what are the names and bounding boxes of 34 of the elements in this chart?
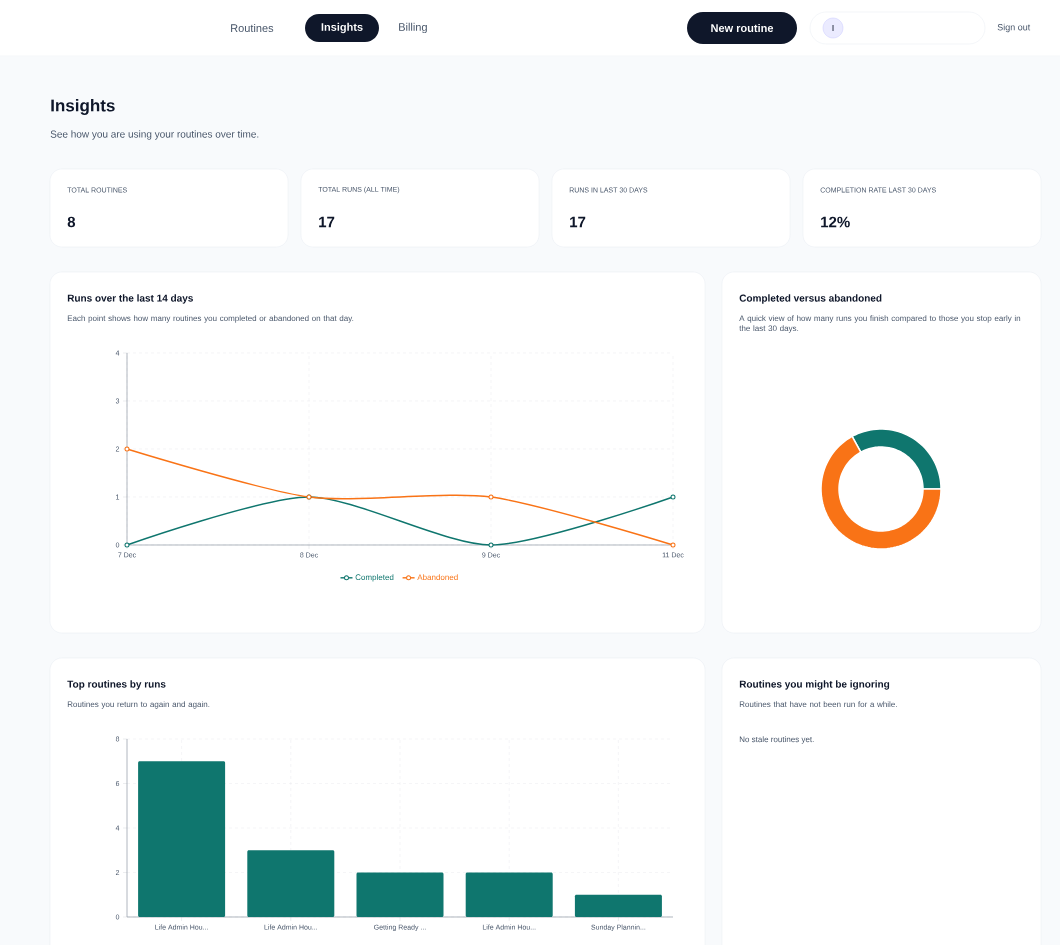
text: 12%: [821, 216, 850, 228]
text: No stale routines yet.: [739, 736, 814, 744]
chart-title: Top routines by runs: [67, 680, 166, 690]
text: I: [832, 24, 834, 32]
text: Billing: [399, 22, 427, 34]
text: See how you are using your routines over time.: [50, 130, 259, 140]
text: Insights: [321, 22, 363, 34]
point: [124, 446, 130, 452]
point: [488, 494, 494, 500]
legend-label: Abandoned: [417, 574, 458, 581]
point: [124, 542, 130, 548]
text: Routines you might be ignoring: [739, 680, 890, 690]
bar: [465, 872, 553, 917]
chart-subtitle: Each point shows how many routines you completed or abandoned on that day.: [67, 315, 354, 323]
point: [488, 542, 494, 548]
point: [670, 494, 676, 500]
text: Insights: [51, 99, 115, 115]
text: Routines that have not been run for a while.: [739, 701, 897, 708]
text: Sign out: [997, 23, 1031, 33]
chart-title: Completed versus abandoned: [739, 294, 882, 304]
text: Routines: [231, 23, 274, 33]
bar: [138, 761, 226, 917]
text: 8: [67, 216, 76, 228]
bar: [356, 872, 444, 917]
chart-title: Runs over the last 14 days: [67, 294, 193, 304]
legend-label: Completed: [355, 574, 394, 582]
bar: [247, 850, 335, 917]
text: 17: [319, 216, 335, 228]
text: 17: [570, 216, 586, 228]
chart-subtitle: A quick view of how many runs you finish compared to those you stop early in the last 30 days.: [739, 315, 1021, 333]
point: [670, 542, 676, 548]
bar: [574, 894, 662, 917]
text: New routine: [711, 23, 774, 33]
chart-subtitle: Routines you return to again and again.: [67, 701, 210, 709]
